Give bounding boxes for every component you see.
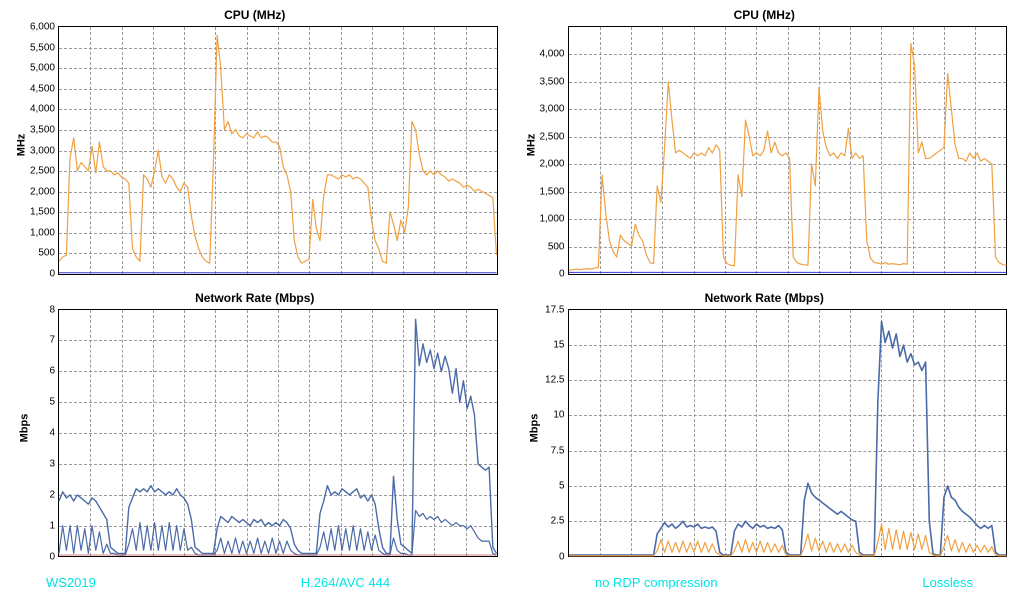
ytick-label: 2 xyxy=(49,489,55,500)
chart-cpu-left: CPU (MHz)MHz05001,0001,5002,0002,5003,00… xyxy=(6,4,504,287)
ytick-label: 0 xyxy=(559,551,565,562)
series-net-lower xyxy=(59,510,497,555)
series-layer xyxy=(569,27,1007,274)
ytick-label: 5,500 xyxy=(30,42,55,53)
caption-codec: H.264/AVC 444 xyxy=(301,575,390,590)
ytick-label: 2.5 xyxy=(551,516,565,527)
ytick-label: 17.5 xyxy=(545,304,564,315)
ytick-label: 0 xyxy=(559,269,565,280)
ytick-label: 3,000 xyxy=(30,145,55,156)
series-layer xyxy=(59,27,497,274)
ytick-label: 1 xyxy=(49,520,55,531)
caption-row: WS2019 H.264/AVC 444 no RDP compression … xyxy=(6,569,1013,600)
ytick-label: 4,000 xyxy=(30,104,55,115)
y-axis-label: Mbps xyxy=(18,413,30,442)
ytick-label: 6 xyxy=(49,366,55,377)
ytick-label: 2,500 xyxy=(539,131,564,142)
ytick-label: 500 xyxy=(38,248,55,259)
ytick-label: 3,500 xyxy=(539,76,564,87)
plot-area: 02.557.51012.51517.5 xyxy=(568,309,1008,558)
ytick-label: 0 xyxy=(49,269,55,280)
ytick-label: 5 xyxy=(49,397,55,408)
caption-no-rdp-compression: no RDP compression xyxy=(595,575,718,590)
series-net-primary xyxy=(569,321,1007,555)
ytick-label: 1,000 xyxy=(30,227,55,238)
ytick-label: 1,500 xyxy=(30,207,55,218)
series-cpu xyxy=(59,35,497,263)
ytick-label: 2,500 xyxy=(30,166,55,177)
series-net-upper xyxy=(59,319,497,553)
chart-title: Network Rate (Mbps) xyxy=(6,291,504,305)
ytick-label: 8 xyxy=(49,304,55,315)
ytick-label: 500 xyxy=(548,241,565,252)
ytick-label: 3,000 xyxy=(539,104,564,115)
y-axis-label: MHz xyxy=(15,134,27,157)
ytick-label: 2,000 xyxy=(30,186,55,197)
ytick-label: 4,000 xyxy=(539,49,564,60)
ytick-label: 4,500 xyxy=(30,83,55,94)
ytick-label: 0 xyxy=(49,551,55,562)
plot-area: 012345678 xyxy=(58,309,498,558)
chart-title: CPU (MHz) xyxy=(6,8,504,22)
ytick-label: 1,000 xyxy=(539,214,564,225)
caption-lossless: Lossless xyxy=(922,575,973,590)
chart-title: CPU (MHz) xyxy=(516,8,1014,22)
ytick-label: 7 xyxy=(49,335,55,346)
ytick-label: 5 xyxy=(559,480,565,491)
dashboard-root: CPU (MHz)MHz05001,0001,5002,0002,5003,00… xyxy=(0,0,1019,600)
chart-network-right: Network Rate (Mbps)Mbps02.557.51012.5151… xyxy=(516,287,1014,570)
chart-cpu-right: CPU (MHz)MHz05001,0001,5002,0002,5003,00… xyxy=(516,4,1014,287)
ytick-label: 1,500 xyxy=(539,186,564,197)
chart-network-left: Network Rate (Mbps)Mbps012345678 xyxy=(6,287,504,570)
ytick-label: 15 xyxy=(553,339,564,350)
y-axis-label: Mbps xyxy=(528,413,540,442)
chart-title: Network Rate (Mbps) xyxy=(516,291,1014,305)
ytick-label: 2,000 xyxy=(539,159,564,170)
ytick-label: 3,500 xyxy=(30,124,55,135)
ytick-label: 10 xyxy=(553,410,564,421)
plot-area: 05001,0001,5002,0002,5003,0003,5004,000 xyxy=(568,26,1008,275)
series-layer xyxy=(59,310,497,557)
ytick-label: 12.5 xyxy=(545,375,564,386)
ytick-label: 7.5 xyxy=(551,445,565,456)
series-layer xyxy=(569,310,1007,557)
plot-area: 05001,0001,5002,0002,5003,0003,5004,0004… xyxy=(58,26,498,275)
y-axis-label: MHz xyxy=(525,134,537,157)
ytick-label: 4 xyxy=(49,428,55,439)
chart-grid: CPU (MHz)MHz05001,0001,5002,0002,5003,00… xyxy=(0,0,1019,600)
ytick-label: 6,000 xyxy=(30,22,55,33)
ytick-label: 3 xyxy=(49,458,55,469)
ytick-label: 5,000 xyxy=(30,63,55,74)
series-cpu xyxy=(569,43,1007,270)
caption-ws2019: WS2019 xyxy=(46,575,96,590)
